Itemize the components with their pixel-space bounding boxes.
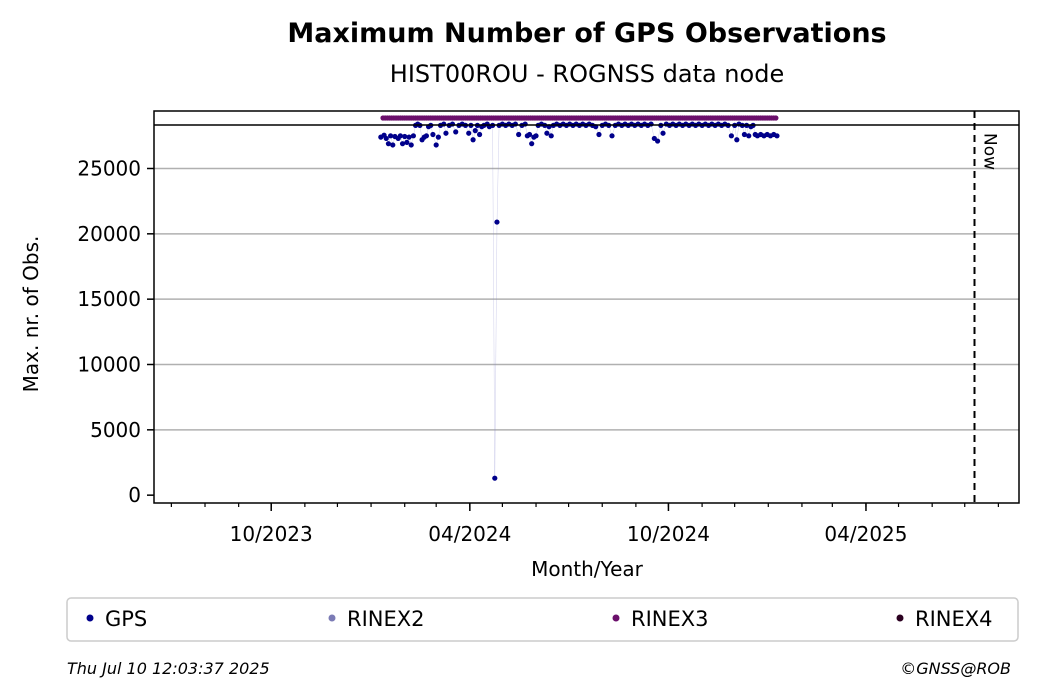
chart-title: Maximum Number of GPS Observations (287, 18, 886, 49)
gps-point (406, 134, 412, 140)
gps-point (470, 137, 476, 143)
gps-point (774, 133, 780, 139)
gps-point (443, 130, 449, 136)
gps-point (492, 475, 498, 481)
gps-point (741, 131, 748, 138)
rinex3-series (380, 115, 779, 121)
x-tick-label: 04/2024 (428, 522, 511, 546)
gps-point (408, 142, 414, 148)
gps-point (466, 130, 472, 136)
gps-point (512, 121, 519, 127)
gps-point (404, 139, 410, 145)
gps-point (435, 134, 441, 140)
gps-point (746, 133, 752, 139)
gps-point (387, 133, 394, 139)
legend-marker (896, 614, 904, 622)
gps-point (660, 130, 666, 136)
footer-copyright: ©GNSS@ROB (900, 659, 1011, 678)
gps-point (390, 142, 396, 148)
gps-point (522, 121, 528, 127)
gps-point (533, 133, 539, 139)
gps-point (476, 131, 483, 138)
x-tick-label: 10/2024 (627, 522, 710, 546)
y-gridlines (154, 167, 1019, 431)
gps-point (648, 121, 654, 127)
x-tick-label: 10/2023 (230, 522, 313, 546)
y-tick-label: 20000 (77, 222, 141, 246)
plot-frame (153, 110, 1020, 504)
legend-marker (612, 614, 620, 622)
x-axis: 10/2023 04/2024 10/2024 04/2025 (170, 503, 999, 546)
gps-point (544, 130, 550, 136)
gps-point (383, 135, 389, 142)
gps-point (423, 133, 430, 139)
legend-marker (86, 614, 94, 622)
y-tick-label: 0 (128, 483, 141, 507)
gps-line (380, 123, 778, 479)
gps-point (402, 133, 408, 140)
gps-point (433, 142, 439, 148)
gps-point (734, 137, 740, 143)
gps-point (548, 133, 554, 139)
legend-label: GPS (105, 607, 147, 631)
gps-point (410, 133, 416, 139)
gps-point (728, 133, 734, 139)
gps-connector-line (380, 123, 778, 479)
gps-point (472, 128, 478, 134)
legend-label: RINEX4 (915, 607, 993, 631)
gps-point (654, 138, 661, 144)
chart-subtitle: HIST00ROU - ROGNSS data node (390, 60, 784, 88)
gps-point (526, 131, 533, 138)
y-axis: 0 5000 10000 15000 20000 25000 (77, 156, 154, 507)
gps-point (441, 121, 447, 127)
now-label: Now (980, 133, 1000, 170)
gps-point (385, 141, 392, 147)
gps-point (494, 219, 500, 225)
legend-label: RINEX3 (631, 607, 709, 631)
legend: GPS RINEX2 RINEX3 RINEX4 (86, 607, 993, 631)
gps-point (430, 131, 436, 138)
gps-point (596, 131, 602, 138)
gps-point (397, 133, 403, 139)
y-tick-label: 15000 (77, 287, 141, 311)
gps-series (378, 121, 780, 481)
legend-box (66, 597, 1019, 642)
footer-timestamp: Thu Jul 10 12:03:37 2025 (67, 659, 270, 678)
x-axis-label: Month/Year (531, 557, 644, 581)
gps-point (399, 141, 406, 147)
legend-marker (328, 614, 336, 622)
gps-point (453, 129, 459, 135)
gps-point (609, 133, 615, 139)
y-tick-label: 25000 (77, 156, 141, 180)
y-tick-label: 5000 (90, 418, 141, 442)
y-tick-label: 10000 (77, 352, 141, 376)
gps-point (516, 131, 522, 138)
x-tick-label: 04/2025 (824, 522, 907, 546)
gps-point (449, 121, 456, 127)
y-axis-label: Max. nr. of Obs. (19, 236, 43, 393)
gps-point (529, 141, 535, 147)
legend-label: RINEX2 (347, 607, 425, 631)
rinex3-point (773, 115, 779, 121)
